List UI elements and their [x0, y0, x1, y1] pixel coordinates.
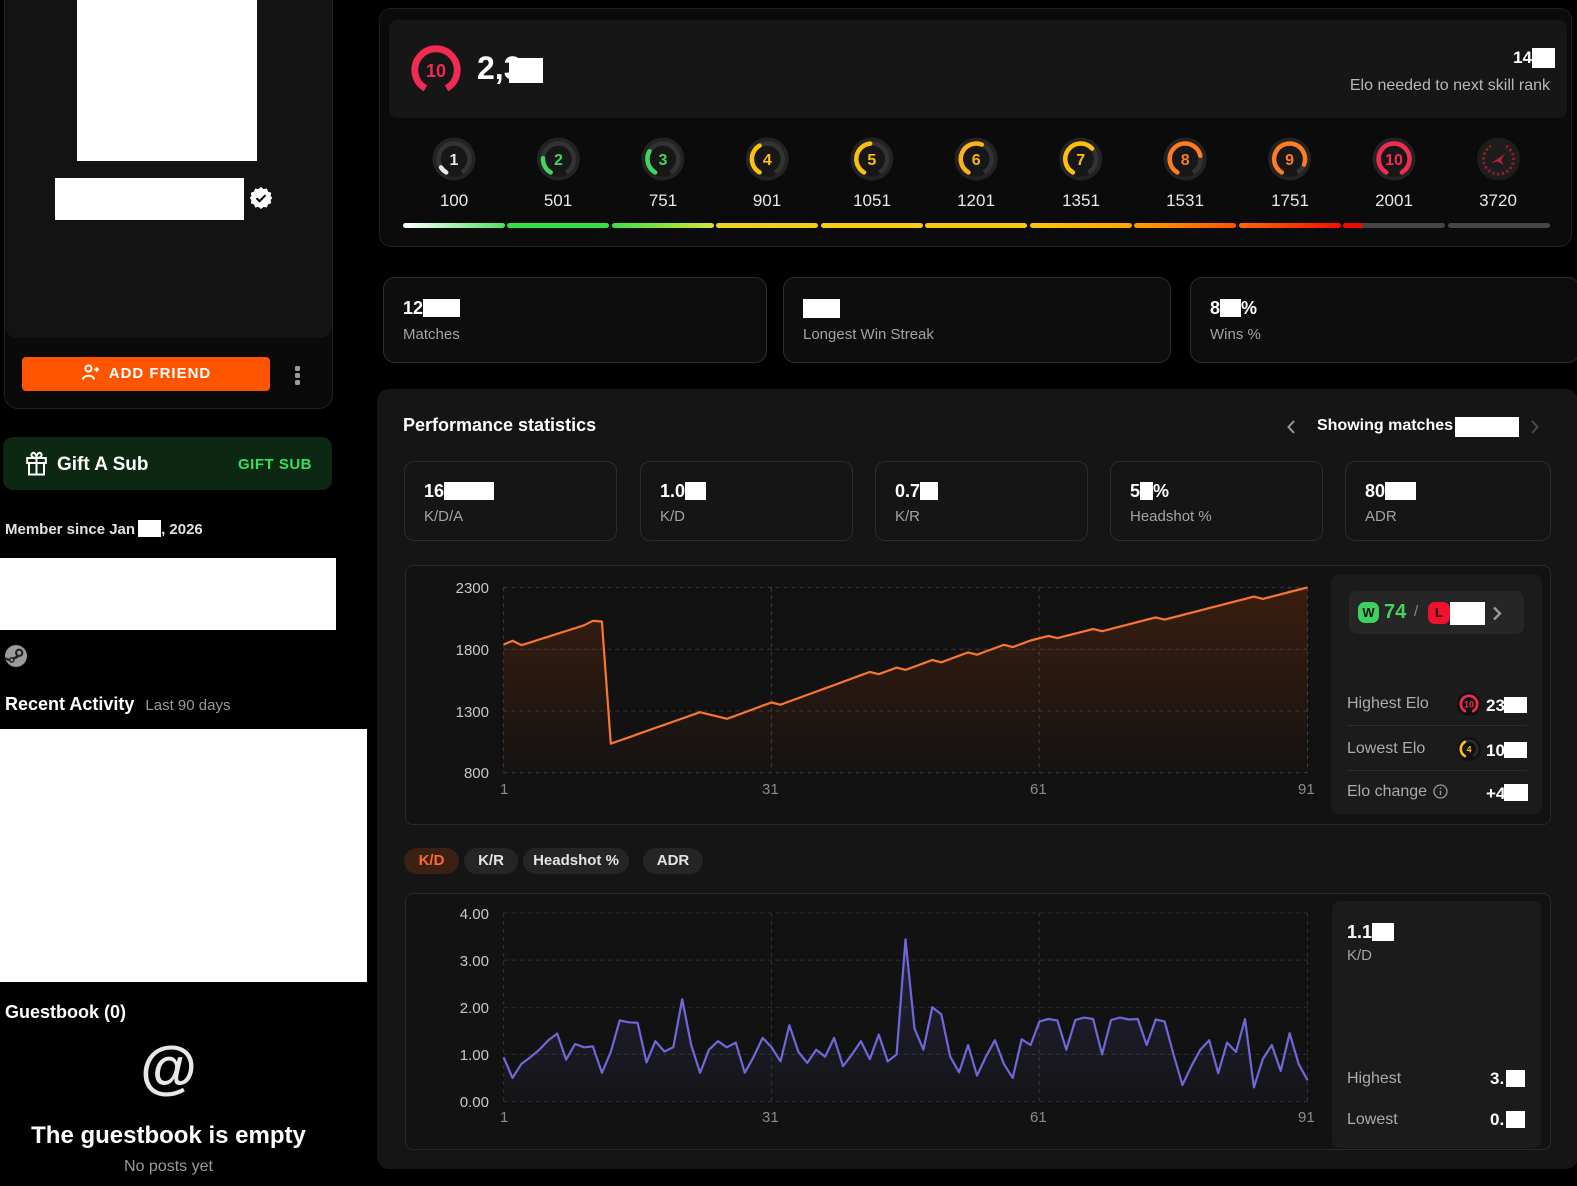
svg-text:10: 10 [1385, 152, 1403, 169]
svg-text:3: 3 [658, 152, 667, 169]
svg-text:10: 10 [1464, 700, 1474, 710]
svg-text:10: 10 [426, 61, 446, 81]
svg-text:2: 2 [554, 152, 563, 169]
svg-text:5: 5 [867, 152, 876, 169]
svg-text:4: 4 [763, 152, 772, 169]
svg-text:6: 6 [972, 152, 981, 169]
svg-text:1: 1 [450, 152, 459, 169]
svg-text:7: 7 [1076, 152, 1085, 169]
svg-text:8: 8 [1181, 152, 1190, 169]
svg-text:4: 4 [1466, 745, 1471, 755]
svg-text:9: 9 [1285, 152, 1294, 169]
